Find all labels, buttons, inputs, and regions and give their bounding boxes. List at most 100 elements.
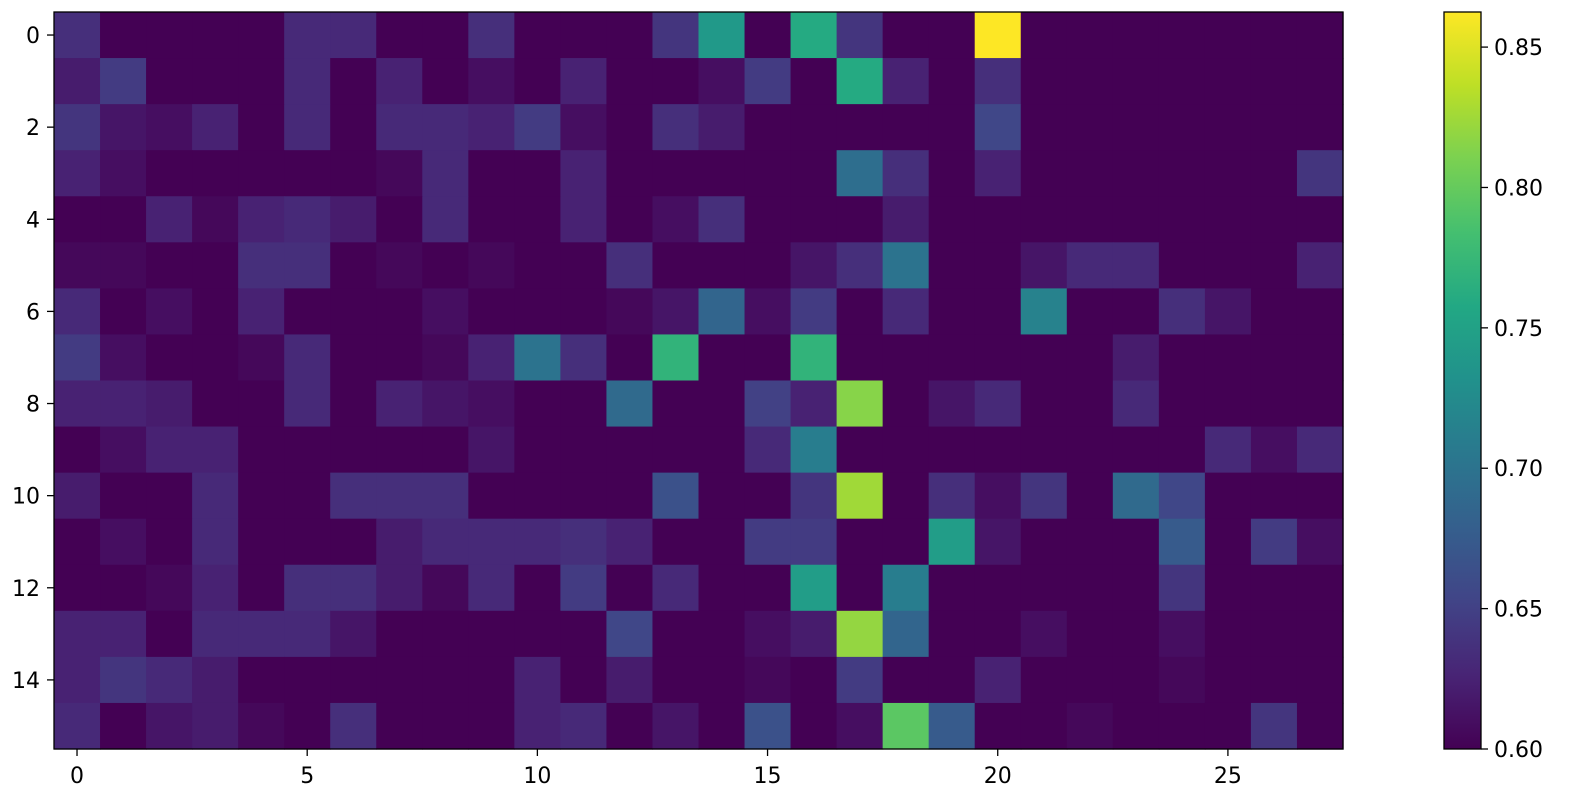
heatmap-cell-r6-c3 — [192, 288, 239, 336]
heatmap-cell-r2-c16 — [790, 104, 838, 151]
heatmap-cell-r14-c19 — [928, 656, 976, 704]
heatmap-cell-r15-c16 — [790, 702, 838, 750]
heatmap-cell-r0-c0 — [54, 12, 101, 59]
heatmap-cell-r9-c25 — [1204, 426, 1252, 474]
heatmap-cell-r3-c1 — [100, 150, 147, 197]
heatmap-cell-r6-c5 — [284, 288, 331, 336]
heatmap-cell-r2-c26 — [1250, 104, 1298, 151]
colorbar-tick-label: 0.80 — [1494, 176, 1543, 201]
heatmap-cell-r0-c25 — [1204, 12, 1252, 59]
heatmap-cell-r13-c3 — [192, 610, 239, 658]
heatmap-cell-r3-c13 — [652, 150, 700, 197]
heatmap-cell-r7-c19 — [928, 334, 976, 382]
heatmap-cell-r14-c4 — [238, 656, 285, 704]
heatmap-cell-r4-c25 — [1204, 196, 1252, 243]
heatmap-cell-r8-c27 — [1296, 380, 1344, 428]
heatmap-cell-r6-c14 — [698, 288, 746, 336]
heatmap-cell-r8-c23 — [1112, 380, 1160, 428]
heatmap-cell-r10-c11 — [560, 472, 608, 520]
heatmap-cell-r12-c21 — [1020, 564, 1068, 612]
heatmap-cell-r1-c19 — [928, 58, 976, 105]
heatmap-cell-r6-c27 — [1296, 288, 1344, 336]
colorbar-tick-label: 0.70 — [1494, 457, 1543, 482]
heatmap-cell-r2-c5 — [284, 104, 331, 151]
heatmap-cell-r15-c15 — [744, 702, 792, 750]
heatmap-cell-r1-c21 — [1020, 58, 1068, 105]
heatmap-cell-r8-c18 — [882, 380, 930, 428]
heatmap-cell-r6-c12 — [606, 288, 654, 336]
heatmap-cell-r14-c5 — [284, 656, 331, 704]
heatmap-cell-r1-c23 — [1112, 58, 1160, 105]
heatmap-cell-r1-c17 — [836, 58, 884, 105]
heatmap-cell-r5-c4 — [238, 242, 285, 289]
heatmap-cell-r4-c7 — [376, 196, 423, 243]
heatmap-cell-r6-c11 — [560, 288, 608, 336]
heatmap-cell-r5-c12 — [606, 242, 654, 289]
heatmap-cell-r15-c25 — [1204, 702, 1252, 750]
plot-frame — [53, 11, 1344, 750]
heatmap-cell-r11-c11 — [560, 518, 608, 566]
heatmap-cell-r5-c25 — [1204, 242, 1252, 289]
heatmap-cell-r9-c2 — [146, 426, 193, 474]
heatmap-cell-r7-c2 — [146, 334, 193, 382]
heatmap-cell-r4-c10 — [514, 196, 561, 243]
heatmap-cell-r3-c10 — [514, 150, 561, 197]
heatmap-cell-r11-c13 — [652, 518, 700, 566]
heatmap-cell-r12-c15 — [744, 564, 792, 612]
y-tick-label: 6 — [26, 300, 40, 325]
heatmap-cell-r1-c0 — [54, 58, 101, 105]
heatmap-cell-r7-c17 — [836, 334, 884, 382]
heatmap-cell-r15-c7 — [376, 702, 423, 750]
heatmap-cell-r13-c23 — [1112, 610, 1160, 658]
heatmap-cell-r4-c14 — [698, 196, 746, 243]
heatmap-cell-r3-c23 — [1112, 150, 1160, 197]
heatmap-cell-r12-c20 — [974, 564, 1022, 612]
heatmap-cell-r9-c17 — [836, 426, 884, 474]
heatmap-cell-r13-c5 — [284, 610, 331, 658]
heatmap-cell-r4-c4 — [238, 196, 285, 243]
heatmap-cell-r2-c4 — [238, 104, 285, 151]
heatmap-cell-r3-c11 — [560, 150, 608, 197]
heatmap-cell-r11-c19 — [928, 518, 976, 566]
heatmap-cell-r5-c11 — [560, 242, 608, 289]
heatmap-cell-r14-c22 — [1066, 656, 1114, 704]
x-tick-label: 15 — [754, 764, 782, 789]
heatmap-cell-r12-c25 — [1204, 564, 1252, 612]
heatmap-cell-r1-c26 — [1250, 58, 1298, 105]
y-tick-label: 14 — [12, 669, 40, 694]
heatmap-cell-r1-c20 — [974, 58, 1022, 105]
heatmap-cell-r8-c6 — [330, 380, 377, 428]
heatmap-cell-r2-c7 — [376, 104, 423, 151]
x-tick-label: 10 — [523, 764, 551, 789]
heatmap-cell-r12-c3 — [192, 564, 239, 612]
heatmap-cell-r8-c19 — [928, 380, 976, 428]
heatmap-cell-r14-c10 — [514, 656, 561, 704]
heatmap-cell-r14-c3 — [192, 656, 239, 704]
heatmap-cell-r15-c19 — [928, 702, 976, 750]
heatmap-cell-r15-c6 — [330, 702, 377, 750]
heatmap-cell-r10-c16 — [790, 472, 838, 520]
heatmap-cell-r2-c15 — [744, 104, 792, 151]
heatmap-cell-r4-c2 — [146, 196, 193, 243]
heatmap-cell-r11-c18 — [882, 518, 930, 566]
heatmap-cell-r9-c22 — [1066, 426, 1114, 474]
heatmap-cell-r4-c0 — [54, 196, 101, 243]
heatmap-cell-r9-c0 — [54, 426, 101, 474]
heatmap-cell-r3-c4 — [238, 150, 285, 197]
y-tick-label: 10 — [12, 485, 40, 510]
heatmap-cell-r1-c9 — [468, 58, 515, 105]
heatmap-cell-r7-c6 — [330, 334, 377, 382]
heatmap-cell-r3-c0 — [54, 150, 101, 197]
heatmap-cell-r8-c12 — [606, 380, 654, 428]
heatmap-cell-r4-c11 — [560, 196, 608, 243]
heatmap-cell-r2-c1 — [100, 104, 147, 151]
heatmap-cell-r5-c14 — [698, 242, 746, 289]
heatmap-cell-r8-c22 — [1066, 380, 1114, 428]
heatmap-cell-r11-c4 — [238, 518, 285, 566]
heatmap-cell-r5-c7 — [376, 242, 423, 289]
heatmap-cell-r0-c21 — [1020, 12, 1068, 59]
heatmap-cell-r12-c8 — [422, 564, 469, 612]
heatmap-cell-r7-c3 — [192, 334, 239, 382]
heatmap-cell-r4-c19 — [928, 196, 976, 243]
heatmap-cell-r12-c9 — [468, 564, 515, 612]
